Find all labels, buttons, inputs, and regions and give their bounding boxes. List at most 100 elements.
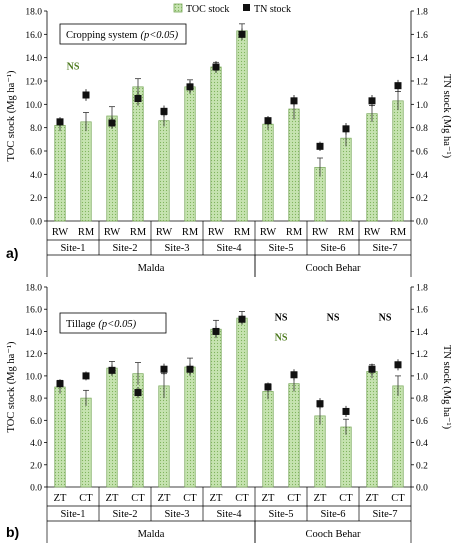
y2-tick-label: 1.8: [416, 284, 428, 294]
y-tick-label: 12.0: [25, 78, 42, 88]
y2-tick-label: 0.0: [416, 218, 428, 228]
y-tick-label: 10.0: [25, 101, 42, 111]
y-tick-label: 0.0: [30, 218, 42, 228]
toc-bar: [366, 371, 378, 488]
tn-markers: [56, 314, 402, 417]
x-category-label: CT: [339, 493, 353, 504]
ns-label: NS: [379, 312, 392, 323]
y-axis-label-right: TN stock (Mg ha⁻¹): [441, 74, 452, 159]
y-tick-label: 14.0: [25, 54, 42, 64]
x-category-label: RW: [364, 227, 380, 238]
legend: TOC stock TN stock: [173, 3, 291, 15]
x-category-label: RM: [182, 227, 199, 238]
y-tick-label: 2.0: [30, 461, 42, 471]
tn-marker: [212, 63, 220, 71]
y2-tick-label: 0.2: [416, 461, 428, 471]
region-label: Cooch Behar: [305, 529, 361, 540]
tn-marker: [82, 91, 90, 99]
y-ticks-right: 0.0 0.2 0.4 0.6 0.8 1.0 1.2 1.4 1.6 1.8: [411, 284, 428, 494]
y-ticks-left: 0.0 2.0 4.0 6.0 8.0 10.0 12.0 14.0 16.0 18.0: [25, 8, 47, 228]
site-label: Site-5: [268, 509, 293, 520]
tn-marker: [342, 125, 350, 133]
y-tick-label: 4.0: [30, 171, 42, 181]
tn-marker: [264, 117, 272, 125]
toc-bar: [80, 121, 92, 222]
x-category-label: CT: [235, 493, 249, 504]
legend-tn-label: TN stock: [254, 4, 291, 15]
y-tick-label: 12.0: [25, 350, 42, 360]
tn-marker: [56, 118, 64, 126]
x-category-label: RW: [156, 227, 172, 238]
toc-bar: [262, 123, 274, 222]
panel-label: b): [6, 524, 19, 540]
y-tick-label: 6.0: [30, 417, 42, 427]
toc-bars: [54, 23, 404, 222]
tn-marker: [186, 365, 194, 373]
ns-label: NS: [327, 312, 340, 323]
tn-marker: [212, 327, 220, 335]
y2-tick-label: 1.6: [416, 31, 428, 41]
toc-bar: [132, 86, 144, 222]
x-category-label: RW: [260, 227, 276, 238]
x-category-label: RM: [286, 227, 303, 238]
y2-tick-label: 0.2: [416, 194, 428, 204]
ns-label: NS: [67, 61, 80, 72]
tn-marker: [160, 365, 168, 373]
x-category-label: RW: [104, 227, 120, 238]
chart-panel-a: 0.02.04.06.08.010.012.014.016.018.0 0.00…: [6, 8, 452, 277]
x-category-label: RW: [312, 227, 328, 238]
y2-tick-label: 1.0: [416, 372, 428, 382]
x-category-label: RM: [130, 227, 147, 238]
toc-bar: [392, 100, 404, 222]
toc-bar: [340, 137, 352, 222]
y-tick-label: 18.0: [25, 8, 42, 18]
toc-bar: [236, 317, 248, 488]
y-axis-label-left: TOC stock (Mg ha⁻¹): [6, 341, 17, 433]
ns-annotations: NS: [67, 61, 80, 72]
site-label: Site-7: [372, 243, 397, 254]
toc-bar: [158, 120, 170, 222]
tn-marker: [134, 389, 142, 397]
box-title-text: Cropping system: [66, 30, 137, 41]
toc-bar: [288, 383, 300, 488]
x-category-label: RW: [208, 227, 224, 238]
toc-bar: [106, 115, 118, 222]
y2-tick-label: 0.0: [416, 484, 428, 494]
tn-marker: [342, 407, 350, 415]
site-label: Site-3: [164, 243, 189, 254]
tn-marker: [290, 97, 298, 105]
box-title: Cropping system (p<0.05): [66, 30, 179, 41]
y2-tick-label: 1.2: [416, 78, 428, 88]
tn-markers: [56, 28, 402, 151]
y-tick-label: 16.0: [25, 31, 42, 41]
x-category-label: CT: [287, 493, 301, 504]
legend-tn-swatch: [243, 4, 250, 11]
x-category-label: RW: [52, 227, 68, 238]
y2-tick-label: 0.8: [416, 395, 428, 405]
toc-bar: [236, 30, 248, 222]
toc-bar: [314, 415, 326, 488]
toc-bar: [210, 328, 222, 488]
toc-bar: [54, 124, 66, 222]
tn-marker: [316, 400, 324, 408]
site-label: Site-1: [60, 243, 85, 254]
y-axis-label-right: TN stock (Mg ha⁻¹): [441, 345, 452, 430]
y-tick-label: 18.0: [25, 284, 42, 294]
tn-marker: [368, 365, 376, 373]
x-category-label: ZT: [54, 493, 67, 504]
tn-marker: [290, 371, 298, 379]
toc-bar: [262, 391, 274, 488]
x-category-label: ZT: [210, 493, 223, 504]
y2-tick-label: 0.8: [416, 124, 428, 134]
x-labels: RW RM RW RM RW RM RW RM RW RM RW RM RW RM Site-1 Site-2…: [46, 221, 412, 277]
tn-marker: [238, 30, 246, 38]
tn-marker: [56, 380, 64, 388]
tn-marker: [368, 97, 376, 105]
toc-bar: [366, 113, 378, 222]
y-tick-label: 8.0: [30, 124, 42, 134]
y-tick-label: 6.0: [30, 148, 42, 158]
title-box: [59, 23, 187, 45]
y2-tick-label: 1.6: [416, 306, 428, 316]
y2-tick-label: 0.4: [416, 171, 428, 181]
